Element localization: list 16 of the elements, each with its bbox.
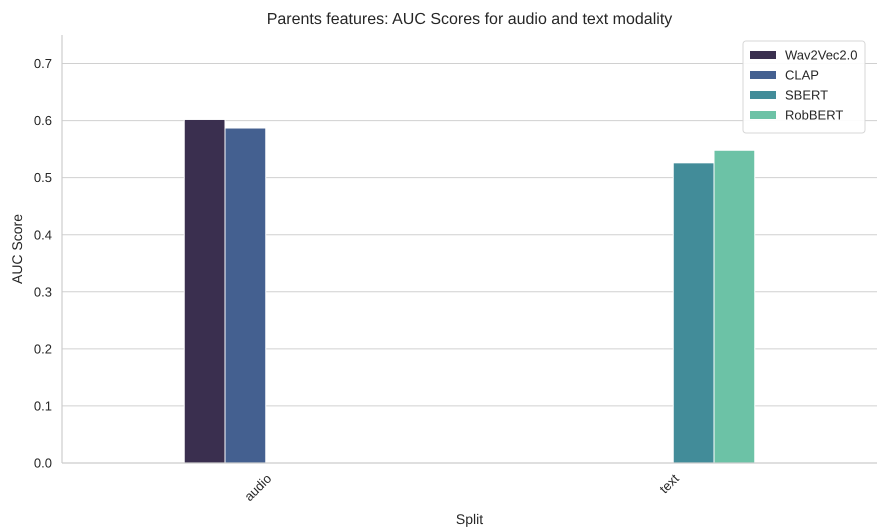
y-tick-label: 0.1 xyxy=(34,398,52,414)
x-tick-label: text xyxy=(656,470,682,496)
x-axis-title: Split xyxy=(456,511,484,527)
y-tick-label: 0.4 xyxy=(34,227,52,242)
legend-label: Wav2Vec2.0 xyxy=(785,48,858,63)
y-tick-label: 0.7 xyxy=(34,56,52,72)
y-tick-label: 0.0 xyxy=(34,456,52,471)
y-tick-label: 0.3 xyxy=(34,284,52,300)
y-tick-label: 0.6 xyxy=(34,113,52,128)
y-tick-label: 0.5 xyxy=(34,170,52,186)
legend-label: CLAP xyxy=(785,68,819,83)
legend-label: RobBERT xyxy=(785,108,844,123)
y-tick-label: 0.2 xyxy=(34,341,52,356)
y-axis-title: AUC Score xyxy=(9,214,25,284)
legend-label: SBERT xyxy=(785,88,828,103)
chart-title: Parents features: AUC Scores for audio and text modality xyxy=(266,11,672,28)
